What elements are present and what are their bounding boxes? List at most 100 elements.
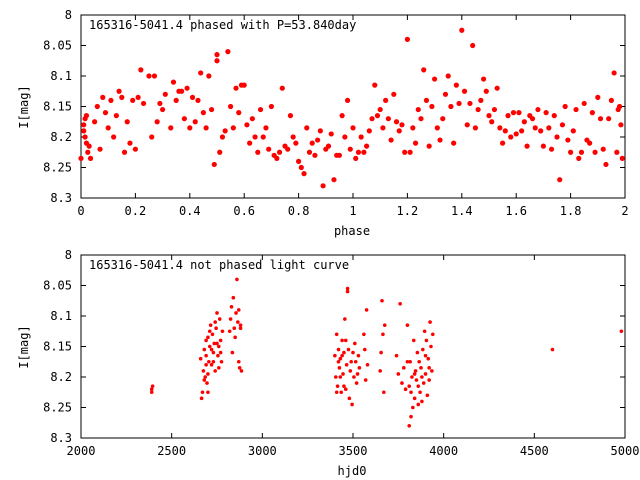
data-point (568, 149, 574, 155)
data-point (478, 97, 484, 103)
data-point (362, 347, 367, 352)
data-point (236, 308, 241, 312)
data-point (304, 125, 310, 131)
y-tick-label: 8.15 (43, 340, 72, 354)
data-point (334, 390, 339, 395)
data-point (342, 134, 348, 140)
data-point (423, 353, 428, 358)
data-point (400, 381, 404, 385)
data-point (467, 100, 473, 107)
data-point (548, 146, 555, 152)
data-point (456, 100, 462, 107)
data-point (336, 152, 342, 158)
data-point (87, 155, 94, 161)
data-point (334, 332, 339, 337)
data-point (540, 143, 547, 149)
data-point (203, 125, 209, 131)
data-point (396, 128, 402, 134)
data-point (347, 146, 353, 152)
data-point (204, 353, 208, 358)
data-point (336, 359, 341, 364)
data-point (217, 366, 221, 370)
data-point (338, 375, 343, 379)
data-point (418, 116, 424, 122)
data-point (363, 378, 368, 382)
data-point (82, 134, 88, 140)
data-point (401, 366, 406, 370)
data-point (429, 344, 433, 349)
data-point (407, 384, 412, 388)
data-point (187, 125, 193, 131)
phased-plot-frame (80, 14, 626, 199)
data-point (111, 134, 117, 140)
data-point (202, 347, 207, 352)
data-point (426, 356, 431, 361)
phased-plot-points (78, 27, 625, 189)
data-point (102, 110, 109, 116)
data-point (338, 356, 343, 361)
data-point (127, 140, 133, 146)
data-point (108, 97, 114, 103)
data-point (355, 149, 362, 155)
data-point (353, 155, 359, 161)
unphased-plot-x-axis-label: hjd0 (338, 464, 367, 478)
data-point (290, 134, 296, 140)
data-point (257, 106, 264, 113)
data-point (214, 52, 220, 58)
data-point (538, 128, 544, 134)
data-point (508, 134, 514, 140)
data-point (218, 350, 223, 355)
data-point (252, 134, 258, 140)
data-point (157, 100, 163, 107)
data-point (524, 143, 530, 149)
data-point (351, 350, 355, 355)
data-point (388, 137, 394, 143)
data-point (364, 308, 369, 312)
data-point (151, 73, 158, 79)
data-point (189, 94, 196, 100)
data-point (358, 134, 364, 140)
data-point (217, 344, 221, 349)
data-point (424, 338, 429, 343)
data-point (207, 344, 212, 349)
data-point (121, 149, 128, 155)
data-point (383, 97, 389, 103)
data-point (394, 353, 399, 358)
phased-plot-title: 165316-5041.4 phased with P=53.840day (89, 18, 356, 32)
data-point (428, 320, 432, 324)
data-point (207, 329, 212, 334)
data-point (597, 116, 604, 122)
data-point (464, 122, 470, 128)
data-point (405, 323, 410, 327)
data-point (130, 97, 136, 103)
data-point (619, 155, 625, 161)
data-point (361, 149, 367, 155)
x-tick-label: 3500 (339, 444, 368, 458)
data-point (437, 137, 443, 143)
data-point (353, 359, 358, 364)
x-tick-label: 0.2 (125, 204, 147, 218)
data-point (202, 378, 207, 382)
data-point (494, 85, 500, 91)
data-point (345, 289, 350, 294)
y-tick-label: 8.1 (50, 69, 72, 83)
data-point (348, 369, 353, 373)
data-point (350, 125, 356, 131)
data-point (86, 143, 92, 149)
data-point (491, 106, 498, 113)
data-point (409, 390, 413, 395)
data-point (581, 100, 587, 107)
data-point (516, 110, 522, 116)
data-point (195, 97, 201, 103)
data-point (416, 402, 421, 407)
x-tick-label: 4000 (429, 444, 458, 458)
data-point (211, 161, 217, 168)
data-point (365, 363, 370, 367)
data-point (78, 155, 84, 161)
data-point (600, 146, 606, 152)
data-point (357, 366, 362, 370)
data-point (149, 387, 154, 392)
data-point (413, 369, 418, 373)
x-tick-label: 2500 (157, 444, 186, 458)
data-point (429, 103, 435, 110)
